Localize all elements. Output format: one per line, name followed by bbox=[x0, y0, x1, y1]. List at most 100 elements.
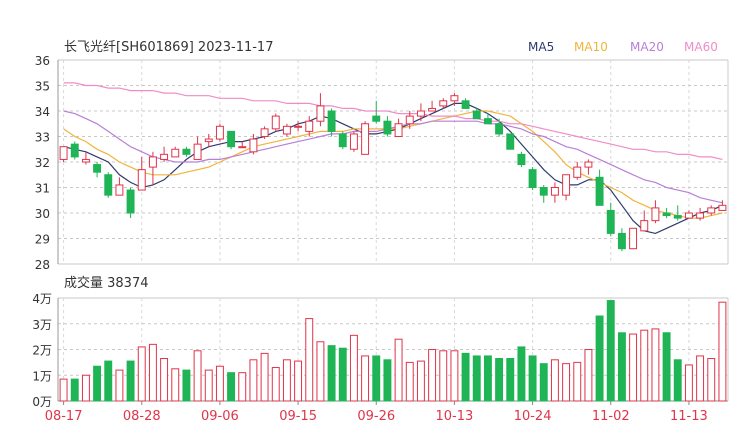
legend-ma20: MA20 bbox=[630, 40, 664, 54]
price-tick-label: 35 bbox=[35, 80, 50, 94]
candle-body bbox=[260, 128, 269, 138]
candle bbox=[126, 187, 135, 219]
candle-body bbox=[282, 125, 291, 135]
price-tick-label: 32 bbox=[35, 156, 50, 170]
candle-body bbox=[662, 212, 671, 217]
candle-body bbox=[215, 125, 224, 140]
date-tick-label: 09-15 bbox=[279, 409, 317, 424]
volume-bar bbox=[528, 355, 537, 402]
volume-bar bbox=[349, 334, 358, 402]
price-tick-label: 36 bbox=[35, 54, 50, 68]
candle bbox=[662, 207, 671, 219]
candle-body bbox=[372, 115, 381, 122]
candle bbox=[316, 93, 325, 127]
legend-ma10: MA10 bbox=[574, 40, 608, 54]
volume-bar bbox=[472, 355, 481, 402]
candle-body bbox=[148, 156, 157, 168]
candle bbox=[271, 113, 280, 132]
volume-tick-label: 3万 bbox=[32, 318, 52, 332]
candle-body bbox=[651, 207, 660, 222]
price-grid bbox=[57, 59, 729, 265]
candle bbox=[495, 118, 504, 137]
candle-body bbox=[227, 130, 236, 148]
chart-title: 长飞光纤[SH601869] 2023-11-17 bbox=[64, 40, 273, 55]
candle bbox=[59, 146, 68, 162]
volume-bar bbox=[606, 300, 615, 402]
candle-body bbox=[81, 158, 90, 163]
candle bbox=[182, 146, 191, 157]
candle-body bbox=[394, 123, 403, 137]
candle-body bbox=[562, 174, 571, 196]
candlesticks bbox=[59, 93, 727, 252]
candle-body bbox=[517, 153, 526, 166]
date-axis: 08-17 08-28 09-06 09-15 09-26 10-13 10-24 11-02… bbox=[45, 401, 708, 424]
candle-body bbox=[617, 232, 626, 250]
candle bbox=[81, 151, 90, 165]
candle-body bbox=[416, 110, 425, 117]
candle bbox=[595, 169, 604, 206]
candle bbox=[673, 205, 682, 221]
candle-body bbox=[305, 120, 314, 132]
candle bbox=[483, 113, 492, 125]
candle bbox=[550, 182, 559, 203]
volume-bar bbox=[115, 369, 124, 402]
date-tick-label: 10-24 bbox=[514, 409, 552, 424]
candle bbox=[349, 131, 358, 152]
price-tick-label: 34 bbox=[35, 105, 50, 119]
volume-bar bbox=[562, 363, 571, 402]
volume-bar bbox=[584, 349, 593, 402]
candle bbox=[416, 103, 425, 122]
volume-bar bbox=[428, 349, 437, 402]
ma-line-ma60 bbox=[63, 82, 723, 160]
candle bbox=[227, 130, 236, 150]
volume-bar bbox=[316, 341, 325, 402]
candle bbox=[260, 126, 269, 140]
volume-tick-label: 4万 bbox=[32, 292, 52, 306]
volume-bar bbox=[59, 378, 68, 402]
volume-bar bbox=[718, 301, 727, 402]
candle-body bbox=[528, 169, 537, 188]
volume-bar bbox=[305, 318, 314, 402]
candle-body bbox=[249, 138, 258, 153]
candle bbox=[450, 93, 459, 106]
candle bbox=[215, 123, 224, 142]
candle-body bbox=[59, 146, 68, 160]
candle bbox=[93, 162, 102, 178]
candle-body bbox=[707, 207, 716, 214]
candle-body bbox=[294, 125, 303, 128]
date-tick-label: 09-26 bbox=[357, 409, 395, 424]
volume-bar bbox=[595, 315, 604, 402]
legend-ma5: MA5 bbox=[528, 40, 554, 54]
volume-grid bbox=[57, 297, 729, 402]
volume-bar bbox=[405, 361, 414, 402]
volume-bar bbox=[238, 372, 247, 402]
candle-body bbox=[137, 169, 146, 191]
candle bbox=[562, 174, 571, 201]
volume-bar bbox=[271, 367, 280, 402]
candle bbox=[405, 111, 414, 129]
candle-body bbox=[461, 100, 470, 109]
candle-body bbox=[361, 123, 370, 155]
candle-body bbox=[327, 110, 336, 132]
candle bbox=[249, 133, 258, 155]
volume-bar bbox=[651, 328, 660, 402]
candle-body bbox=[428, 107, 437, 112]
candle-body bbox=[450, 95, 459, 102]
candle-body bbox=[483, 118, 492, 125]
date-tick-label: 11-13 bbox=[670, 409, 708, 424]
candle bbox=[327, 108, 336, 137]
candle bbox=[282, 123, 291, 137]
volume-bar bbox=[126, 360, 135, 402]
candle-body bbox=[271, 115, 280, 130]
candle bbox=[584, 159, 593, 175]
volume-bar bbox=[707, 358, 716, 402]
candle bbox=[696, 207, 705, 221]
volume-bar bbox=[684, 364, 693, 402]
moving-average-lines bbox=[63, 82, 723, 235]
candle bbox=[171, 146, 180, 158]
volume-bar bbox=[394, 338, 403, 402]
volume-tick-label: 0万 bbox=[32, 395, 52, 409]
volume-bar bbox=[372, 355, 381, 402]
candle bbox=[517, 151, 526, 168]
